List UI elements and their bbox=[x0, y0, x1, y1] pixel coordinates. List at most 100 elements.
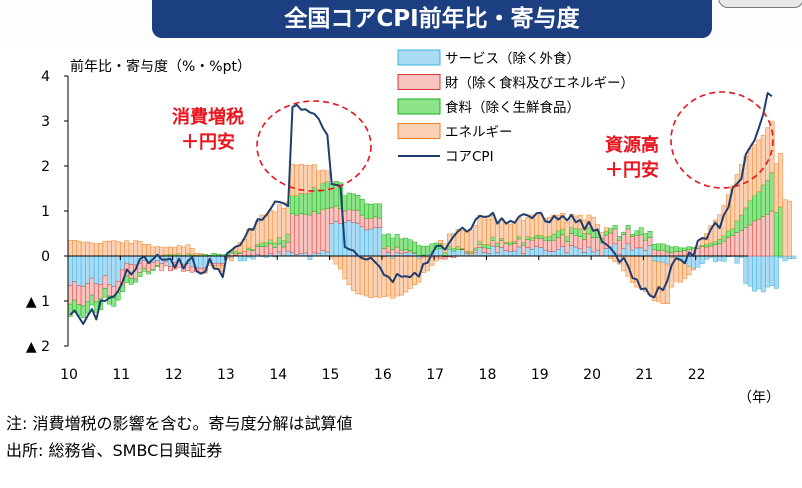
bar-s0-m143 bbox=[691, 255, 696, 269]
bar-s1-m75 bbox=[394, 246, 400, 253]
bar-s1-m23 bbox=[168, 266, 173, 272]
bar-s0-m14 bbox=[128, 255, 134, 265]
bar-s1-m66 bbox=[355, 209, 361, 224]
bar-s0-m39 bbox=[237, 255, 243, 262]
bar-s3-m161 bbox=[769, 121, 775, 173]
bar-s2-m78 bbox=[407, 239, 413, 251]
bar-s2-m148 bbox=[712, 241, 718, 246]
bar-s3-m30 bbox=[198, 253, 204, 255]
bar-s3-m10 bbox=[111, 240, 117, 257]
bar-s1-m135 bbox=[656, 250, 662, 257]
bar-s1-m8 bbox=[102, 275, 108, 289]
bar-s0-m108 bbox=[538, 247, 544, 257]
bar-s3-m162 bbox=[773, 163, 779, 213]
bar-s2-m160 bbox=[765, 180, 771, 215]
bar-s1-m130 bbox=[634, 235, 640, 249]
bar-s0-m3 bbox=[80, 255, 86, 287]
bar-s2-m152 bbox=[730, 228, 736, 237]
bar-s1-m102 bbox=[512, 243, 518, 252]
annotation-text-0-1: ＋円安 bbox=[181, 131, 235, 153]
legend-label-4: コアCPI bbox=[445, 149, 494, 165]
bar-s3-m156 bbox=[747, 148, 753, 201]
bar-s0-m133 bbox=[647, 245, 653, 257]
bar-s3-m68 bbox=[364, 255, 370, 297]
bar-s3-m46 bbox=[268, 209, 274, 241]
bar-s0-m94 bbox=[477, 247, 483, 257]
bar-s1-m114 bbox=[564, 241, 570, 254]
bar-s3-m160 bbox=[765, 127, 771, 181]
bar-s3-m29 bbox=[194, 253, 200, 256]
bar-s1-m160 bbox=[765, 213, 771, 257]
bar-s1-m147 bbox=[708, 245, 714, 257]
page-title: 全国コアCPI前年比・寄与度 bbox=[284, 6, 580, 32]
bar-s2-m106 bbox=[529, 237, 535, 241]
bar-s1-m69 bbox=[368, 217, 374, 230]
chart-source: 出所: 総務省、SMBC日興証券 bbox=[6, 441, 223, 460]
bar-s1-m60 bbox=[329, 207, 335, 224]
bar-s0-m11 bbox=[115, 255, 121, 282]
bar-s2-m88 bbox=[451, 248, 457, 252]
bar-s3-m132 bbox=[643, 255, 648, 292]
bar-s2-m41 bbox=[246, 247, 252, 250]
bar-s0-m50 bbox=[285, 250, 291, 257]
bar-s2-m149 bbox=[717, 239, 723, 245]
bar-s3-m114 bbox=[564, 222, 570, 237]
bar-s3-m4 bbox=[85, 241, 91, 257]
bar-s0-m110 bbox=[547, 251, 553, 257]
bar-s2-m134 bbox=[651, 244, 657, 250]
bar-s3-m165 bbox=[786, 200, 792, 257]
bar-s1-m7 bbox=[98, 284, 104, 300]
bar-s2-m162 bbox=[773, 212, 779, 257]
bar-s2-m118 bbox=[582, 233, 587, 240]
bar-s2-m71 bbox=[377, 203, 383, 219]
annotation-text-0-0: 消費増税 bbox=[172, 106, 244, 128]
bar-s1-m56 bbox=[311, 211, 317, 254]
bar-s0-m13 bbox=[124, 255, 130, 264]
bar-s0-m153 bbox=[734, 255, 740, 264]
bar-s1-m146 bbox=[704, 246, 710, 257]
bar-s2-m163 bbox=[778, 206, 784, 257]
bar-s1-m44 bbox=[259, 246, 265, 257]
bar-s0-m144 bbox=[695, 255, 701, 268]
bar-s2-m103 bbox=[516, 235, 522, 240]
bar-s2-m128 bbox=[625, 225, 631, 230]
bar-s0-m89 bbox=[455, 249, 461, 257]
bar-s1-m94 bbox=[477, 244, 483, 248]
bar-s1-m105 bbox=[525, 239, 531, 248]
bar-s0-m68 bbox=[364, 229, 370, 257]
chart-legend: サービス（除く外食） 財（除く食料及びエネルギー） 食料（除く生鮮食品） エネルギーコ… bbox=[397, 49, 634, 165]
bar-s1-m5 bbox=[89, 277, 95, 296]
bar-s1-m68 bbox=[364, 218, 370, 231]
bar-s1-m151 bbox=[725, 237, 731, 257]
x-tick-label-1: 11 bbox=[112, 367, 130, 383]
bar-s1-m121 bbox=[595, 237, 601, 251]
bar-s2-m115 bbox=[569, 226, 574, 234]
legend-label-0: サービス（除く外食） bbox=[445, 50, 580, 67]
bar-s0-m1 bbox=[72, 255, 77, 282]
bar-s1-m140 bbox=[678, 251, 683, 257]
bar-s2-m99 bbox=[499, 238, 505, 241]
bar-s0-m145 bbox=[699, 255, 705, 264]
bar-s1-m58 bbox=[320, 208, 326, 251]
bar-s0-m95 bbox=[481, 252, 487, 257]
bar-s1-m28 bbox=[189, 266, 195, 273]
bar-s3-m22 bbox=[163, 246, 169, 255]
bar-s0-m123 bbox=[603, 248, 609, 257]
bar-s0-m12 bbox=[120, 255, 125, 271]
bar-s3-m163 bbox=[778, 153, 784, 208]
bar-s0-m55 bbox=[307, 255, 313, 260]
bar-s2-m81 bbox=[420, 245, 426, 256]
bar-s1-m95 bbox=[481, 247, 487, 253]
bar-s3-m58 bbox=[320, 169, 326, 184]
bar-s3-m91 bbox=[464, 231, 470, 252]
bar-s2-m15 bbox=[133, 278, 138, 283]
window-tab[interactable] bbox=[718, 0, 802, 8]
bar-s3-m135 bbox=[656, 261, 662, 302]
bar-s2-m79 bbox=[412, 241, 417, 254]
bar-s3-m24 bbox=[172, 247, 178, 255]
bar-s1-m50 bbox=[285, 241, 291, 252]
bar-s2-m137 bbox=[664, 245, 670, 253]
bar-s3-m42 bbox=[250, 227, 256, 250]
bar-s1-m38 bbox=[233, 253, 239, 256]
bar-s0-m116 bbox=[573, 246, 579, 257]
